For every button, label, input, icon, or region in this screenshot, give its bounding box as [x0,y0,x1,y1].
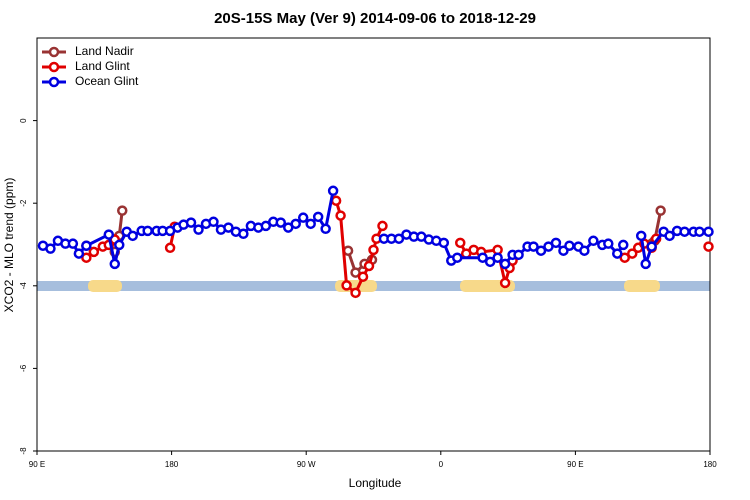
data-point [513,249,524,261]
data-point [290,218,301,230]
data-point [452,252,463,263]
legend-label: Land Glint [75,59,130,73]
data-point [208,216,219,228]
x-tick-label: 90 E [567,460,583,469]
data-point [694,226,705,237]
data-point [330,195,342,206]
data-point [535,245,547,256]
data-point [664,230,675,242]
data-point [626,248,638,259]
data-point [618,239,629,251]
legend-label: Ocean Glint [75,74,139,88]
data-point [164,242,176,254]
land-patch [88,280,122,292]
x-tick-label: 180 [703,460,717,469]
data-point [438,237,450,249]
data-point [579,245,590,256]
data-point [350,287,361,299]
y-tick-label: -4 [19,282,28,290]
x-tick-label: 0 [439,460,444,469]
data-point [305,218,316,230]
data-point [640,258,651,270]
data-point [477,252,488,263]
data-point [45,243,56,254]
y-tick-label: -6 [19,364,28,372]
data-point [703,226,714,237]
data-point [127,230,138,242]
data-point [550,237,562,249]
data-point [320,223,331,235]
data-point [588,235,599,247]
data-point [492,252,503,263]
data-point [646,241,657,252]
data-point [327,185,339,197]
legend-marker [48,61,60,73]
data-point [377,220,388,232]
data-point [484,256,496,268]
data-point [564,240,575,251]
data-point [223,222,234,233]
data-point [612,248,623,259]
data-point [109,258,121,270]
data-point [619,252,631,263]
data-point [103,229,115,240]
data-point [142,225,153,237]
data-point [275,217,287,228]
data-point [393,233,405,244]
x-tick-label: 90 W [297,460,316,469]
data-point [368,244,379,256]
data-point [73,248,85,259]
data-point [335,210,346,221]
data-point [185,217,197,228]
data-point [499,258,511,270]
data-point [679,226,690,237]
data-point [297,212,309,223]
chart-title: 20S-15S May (Ver 9) 2014-09-06 to 2018-1… [214,10,536,27]
data-point [260,220,272,232]
data-point [363,260,375,272]
data-point [116,205,128,216]
data-point [238,228,249,240]
data-point [341,280,352,291]
data-point [81,252,92,263]
legend-marker [48,46,60,58]
y-tick-label: 0 [19,118,28,123]
data-point [528,241,539,252]
legend-marker [48,76,60,88]
data-point [499,277,511,289]
data-point [357,271,369,282]
land-patch [624,280,660,292]
data-point [454,237,466,249]
data-point [655,205,666,216]
y-tick-label: -8 [19,447,28,455]
data-point [88,246,100,258]
x-tick-label: 180 [165,460,179,469]
data-point [81,240,92,251]
data-point [603,238,614,249]
data-point [703,241,714,252]
data-point [193,224,204,235]
data-point [312,211,324,223]
data-point [67,238,79,249]
data-point [635,230,647,242]
x-axis-label: Longitude [349,476,402,490]
y-tick-label: -2 [19,199,28,207]
x-tick-label: 90 E [29,460,45,469]
y-axis-label: XCO2 - MLO trend (ppm) [2,178,16,313]
data-point [114,239,125,251]
data-point [350,267,361,278]
legend-label: Land Nadir [75,44,134,58]
